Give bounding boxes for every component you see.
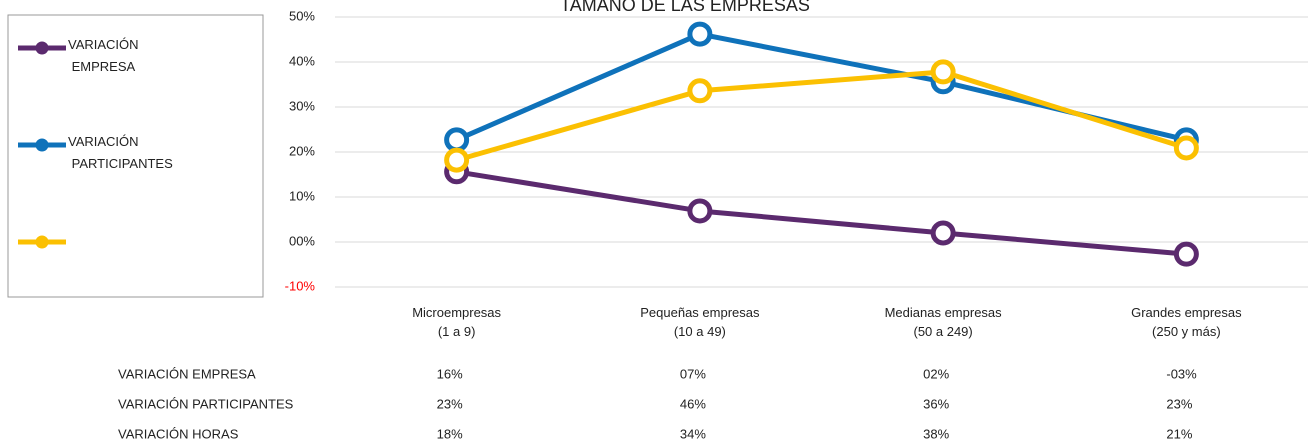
point [687,21,713,47]
point [444,127,470,153]
chart-title: TAMAÑO DE LAS EMPRESAS [560,0,810,15]
y-tick-label: 50% [289,8,315,23]
x-tick-label: Grandes empresas (250 y más) [1131,305,1242,339]
y-tick-label: -10% [285,278,316,293]
table-row-label: VARIACIÓN PARTICIPANTES [118,396,294,411]
legend-box [7,14,264,298]
table-row-label: VARIACIÓN EMPRESA [118,366,256,381]
table-cell: 23% [1166,396,1192,411]
legend-marker [35,41,49,55]
point [444,147,470,173]
table-cell: 02% [923,366,949,381]
point [1173,135,1199,161]
table-cell: -03% [1166,366,1197,381]
table-cell: 46% [680,396,706,411]
point [930,220,956,246]
x-tick-label: Pequeñas empresas (10 a 49) [640,305,760,339]
series-line [455,69,1188,163]
point [687,78,713,104]
y-tick-label: 30% [289,98,315,113]
point [1173,241,1199,267]
table-cell: 18% [437,426,463,441]
point [687,198,713,224]
series-line [456,169,1187,257]
x-tick-label: Microempresas (1 a 9) [412,305,502,339]
legend-label: VARIACIÓN PARTICIPANTES [68,134,173,171]
table-cell: 38% [923,426,949,441]
table-cell: 21% [1166,426,1192,441]
legend-marker [35,138,49,152]
table-cell: 16% [437,366,463,381]
table-row-label: VARIACIÓN HORAS [118,426,239,441]
table-cell: 36% [923,396,949,411]
point [930,59,956,85]
y-tick-label: 10% [289,188,315,203]
y-tick-label: 40% [289,53,315,68]
table-cell: 34% [680,426,706,441]
series-line [455,31,1187,143]
x-tick-label: Medianas empresas (50 a 249) [884,305,1002,339]
legend-label: VARIACIÓN EMPRESA [68,37,139,74]
table-cell: 07% [680,366,706,381]
y-tick-label: 20% [289,143,315,158]
y-tick-label: 00% [289,233,315,248]
table-cell: 23% [437,396,463,411]
legend-marker [35,235,49,249]
